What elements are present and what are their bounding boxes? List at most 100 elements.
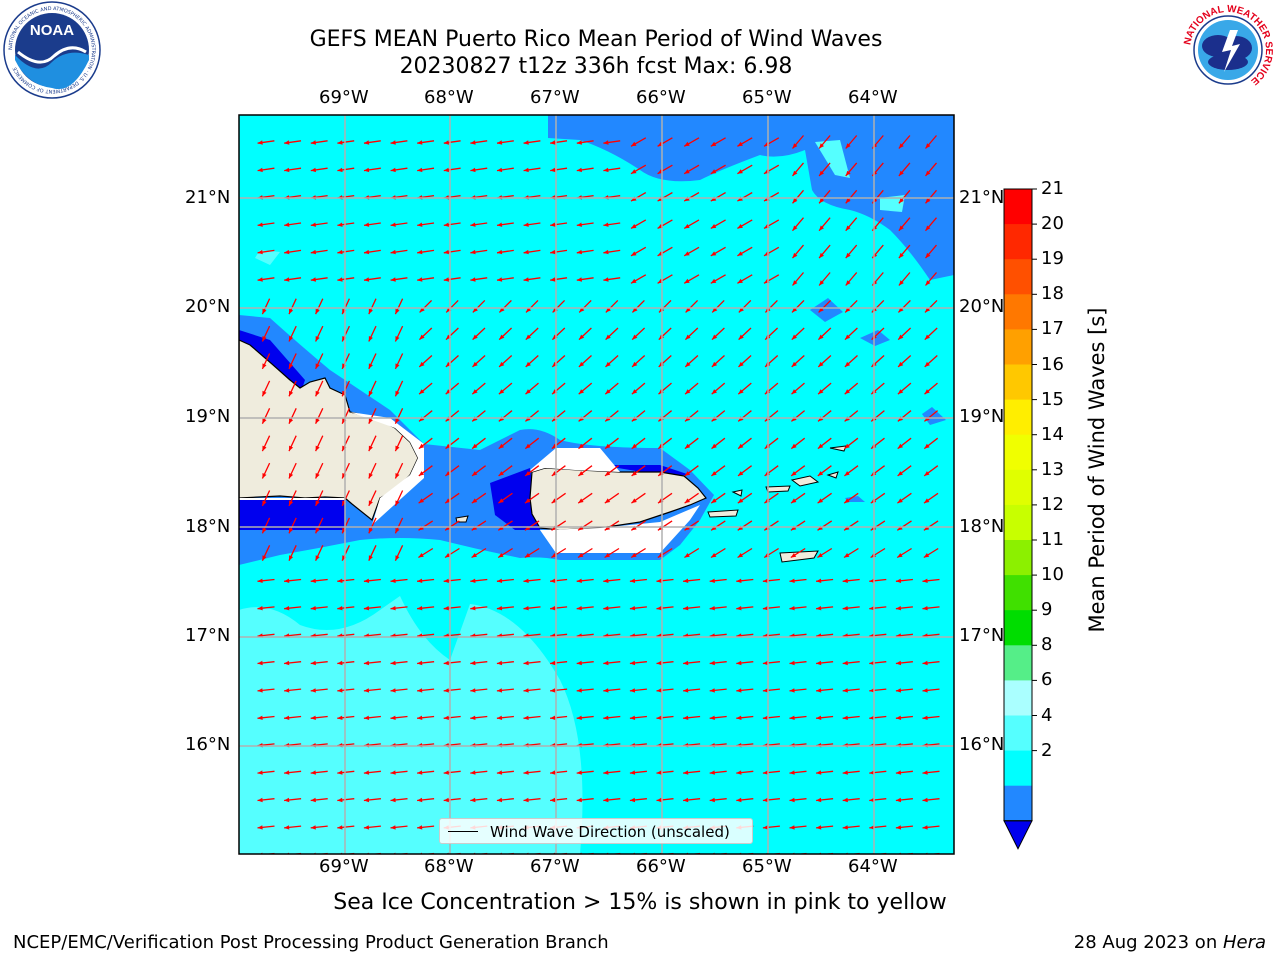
lon-label-top-68w: 68°W [424, 87, 474, 108]
wind-arrow-head [629, 715, 636, 720]
wind-arrow-head [684, 443, 691, 449]
wind-arrow-head [443, 167, 449, 173]
lon-label-bottom-65w: 65°W [742, 856, 792, 877]
wind-arrow-head [897, 553, 903, 558]
light-band-south [239, 596, 583, 854]
wind-arrow-head [656, 770, 662, 775]
wind-arrow-head [924, 498, 930, 504]
wind-arrow-head [390, 222, 396, 227]
wind-arrow-head [792, 225, 798, 231]
wind-arrow-head [470, 249, 476, 255]
wind-arrow-head [337, 688, 343, 693]
map-legend: Wind Wave Direction (unscaled) [439, 818, 753, 844]
wind-arrow-head [685, 307, 691, 313]
wind-arrow-head [711, 553, 717, 558]
wind-arrow-head [390, 797, 396, 803]
wind-arrow-head [791, 471, 797, 476]
wind-arrow-head [496, 606, 503, 611]
wind-arrow-head [631, 471, 637, 476]
wind-arrow-head [925, 143, 931, 149]
wind-arrow-head [368, 555, 373, 561]
wind-arrow-head [898, 225, 904, 231]
wind-arrow-head [736, 715, 742, 720]
wind-arrow-head [579, 334, 585, 340]
wind-arrow-head [709, 606, 715, 611]
wind-arrow-head [390, 825, 396, 830]
wind-arrow-head [789, 715, 795, 720]
wind-arrow-head [736, 770, 742, 775]
wind-arrow-head [845, 252, 851, 259]
lat-label-right-18n: 18°N [959, 516, 1005, 537]
wind-arrow-head [363, 770, 370, 775]
wind-arrow-head [337, 249, 343, 255]
wind-arrow-head [605, 361, 611, 367]
wind-arrow-head [390, 715, 396, 720]
wind-arrow-head [418, 443, 425, 449]
wind-arrow-head [842, 688, 848, 693]
wind-arrow-head [684, 498, 690, 504]
wind-arrow-head [550, 249, 556, 255]
wind-arrow-head [523, 222, 529, 227]
wind-arrow-head [417, 277, 423, 282]
wind-arrow-head [550, 140, 556, 145]
wind-arrow-head [417, 660, 423, 666]
lon-label-bottom-66w: 66°W [636, 856, 686, 877]
wind-arrow-head [443, 277, 449, 282]
wind-arrow-head [525, 443, 531, 449]
wind-arrow-head [496, 660, 503, 666]
wind-arrow-head [315, 390, 320, 397]
wind-arrow-head [684, 169, 690, 174]
wind-arrow-head [363, 825, 370, 830]
wind-arrow-head [738, 307, 744, 313]
wind-arrow-head [310, 222, 316, 227]
wind-arrow-head [762, 578, 769, 583]
wind-arrow-head [869, 825, 875, 830]
wind-arrow-head [632, 361, 638, 367]
wind-arrow-head [819, 143, 824, 149]
wind-arrow-head [418, 471, 425, 476]
wind-arrow-head [419, 307, 425, 313]
wind-arrow-head [498, 471, 504, 476]
wind-arrow-head [525, 361, 531, 367]
wind-arrow-head [262, 555, 267, 561]
wind-arrow-head [284, 770, 290, 775]
wind-arrow-head [257, 770, 263, 775]
wind-arrow-head [262, 500, 267, 506]
wind-arrow-head [792, 307, 798, 313]
wind-arrow-head [925, 170, 931, 176]
wind-arrow-head [523, 249, 529, 255]
wind-arrow-head [924, 471, 930, 476]
wind-arrow-head [315, 336, 320, 342]
wind-arrow-head [578, 443, 584, 449]
wind-arrow-head [368, 445, 373, 452]
wind-arrow-head [552, 334, 558, 340]
wind-arrow-head [629, 606, 636, 611]
wind-arrow-head [552, 361, 558, 367]
wind-arrow-head [576, 688, 582, 693]
wind-arrow-head [417, 797, 423, 803]
wind-arrow-head [791, 334, 797, 340]
wind-arrow-head [683, 797, 689, 803]
wind-arrow-head [526, 307, 532, 313]
wind-arrow-head [898, 170, 904, 176]
wind-arrow-head [712, 307, 718, 313]
wind-arrow-head [550, 606, 556, 611]
wind-arrow-head [709, 660, 715, 666]
wind-arrow-head [789, 770, 795, 775]
wind-arrow-head [419, 416, 425, 422]
wind-arrow-head [816, 770, 822, 775]
colorbar-segment [1004, 259, 1032, 295]
wind-arrow-head [470, 578, 476, 583]
wind-arrow-head [315, 527, 320, 534]
colorbar-tick-label: 8 [1041, 634, 1053, 656]
wind-arrow-head [443, 797, 449, 803]
nws-logo: NATIONAL WEATHER SERVICE [1180, 2, 1276, 98]
wind-arrow-head [337, 770, 343, 775]
wind-arrow-head [738, 416, 744, 422]
wind-arrow-head [550, 797, 556, 803]
wind-arrow-head [711, 471, 717, 476]
colorbar-segment [1004, 575, 1032, 611]
wind-arrow-head [497, 140, 503, 145]
wind-arrow-head [845, 307, 851, 313]
wind-arrow-head [284, 797, 290, 803]
